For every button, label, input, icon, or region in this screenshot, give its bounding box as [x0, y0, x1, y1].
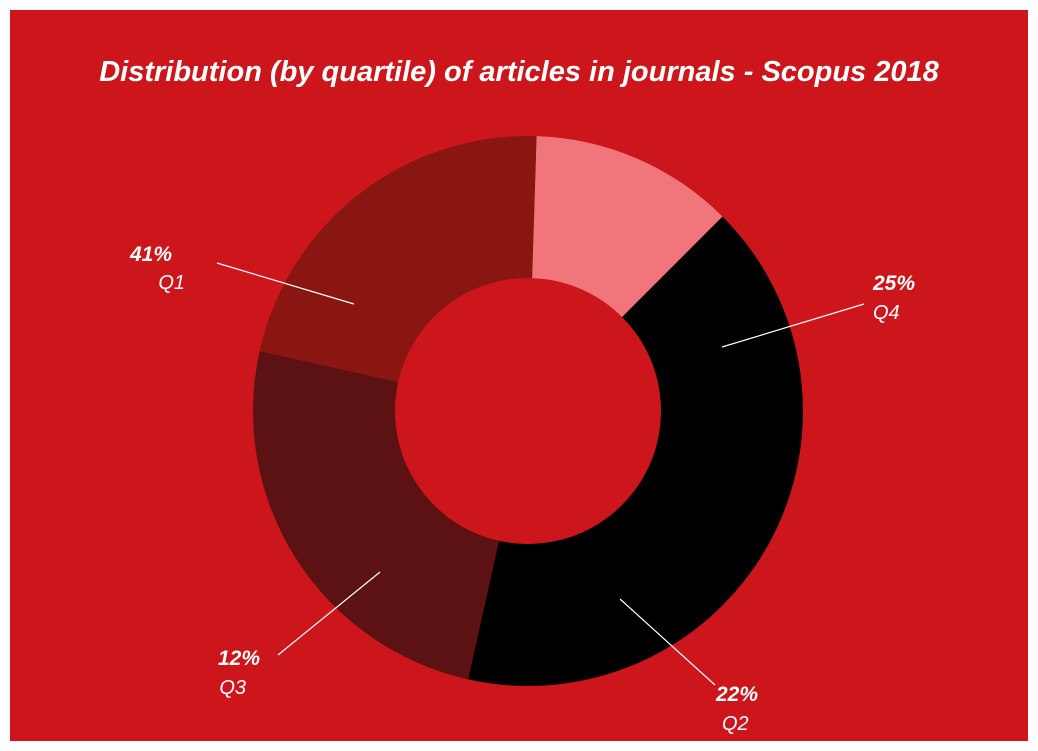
slice-q3 — [532, 136, 723, 317]
slice-q1 — [468, 216, 803, 687]
chart-title: Distribution (by quartile) of articles i… — [99, 56, 939, 88]
value-label-q2: 22% — [715, 683, 758, 706]
leader-line-q2 — [619, 598, 716, 686]
leader-line-q1 — [216, 262, 355, 305]
value-label-q3: 12% — [218, 647, 260, 670]
category-label-q3: Q3 — [219, 677, 246, 699]
leader-line-q3 — [277, 571, 381, 656]
category-label-q2: Q2 — [722, 713, 749, 735]
slice-q4 — [252, 351, 499, 680]
value-label-q4: 25% — [872, 272, 915, 295]
category-label-q1: Q1 — [158, 272, 185, 294]
value-label-q1: 41% — [129, 243, 172, 266]
chart-frame: Distribution (by quartile) of articles i… — [10, 10, 1028, 741]
slice-q2 — [259, 136, 537, 382]
category-label-q4: Q4 — [873, 302, 900, 324]
leader-line-q4 — [721, 303, 865, 348]
donut-chart: 41% Q1 25% Q4 22% Q2 12% Q3 — [129, 136, 915, 735]
chart-title-container: Distribution (by quartile) of articles i… — [10, 10, 1028, 120]
